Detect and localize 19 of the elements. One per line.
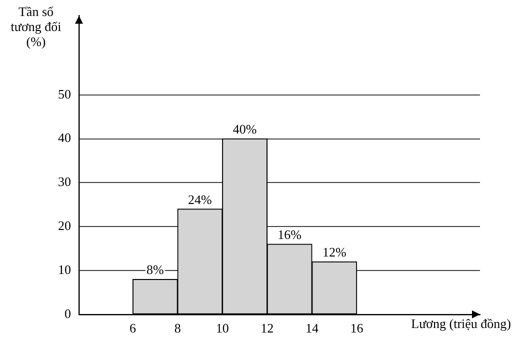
data-label: 8%	[146, 262, 164, 278]
x-axis-title: Lương (triệu đồng)	[411, 316, 511, 332]
y-tick-label: 0	[64, 306, 71, 321]
x-tick-label: 12	[260, 320, 274, 336]
y-tick-label: 50	[58, 86, 71, 102]
y-tick-label: 30	[58, 174, 71, 190]
data-label: 12%	[322, 244, 346, 260]
y-tick-label: 40	[58, 130, 71, 146]
x-tick-label: 14	[305, 320, 319, 336]
x-tick-label: 16	[350, 320, 364, 336]
y-axis-title: Tần số tương đối (%)	[10, 4, 62, 49]
data-label: 16%	[278, 227, 302, 242]
x-tick-label: 10	[216, 320, 229, 336]
data-label: 24%	[188, 192, 212, 207]
y-tick-label: 20	[58, 218, 71, 233]
x-tick-label: 6	[130, 320, 137, 336]
data-label: 40%	[232, 122, 257, 137]
x-tick-label: 8	[174, 320, 181, 336]
y-tick-label: 10	[58, 262, 71, 277]
